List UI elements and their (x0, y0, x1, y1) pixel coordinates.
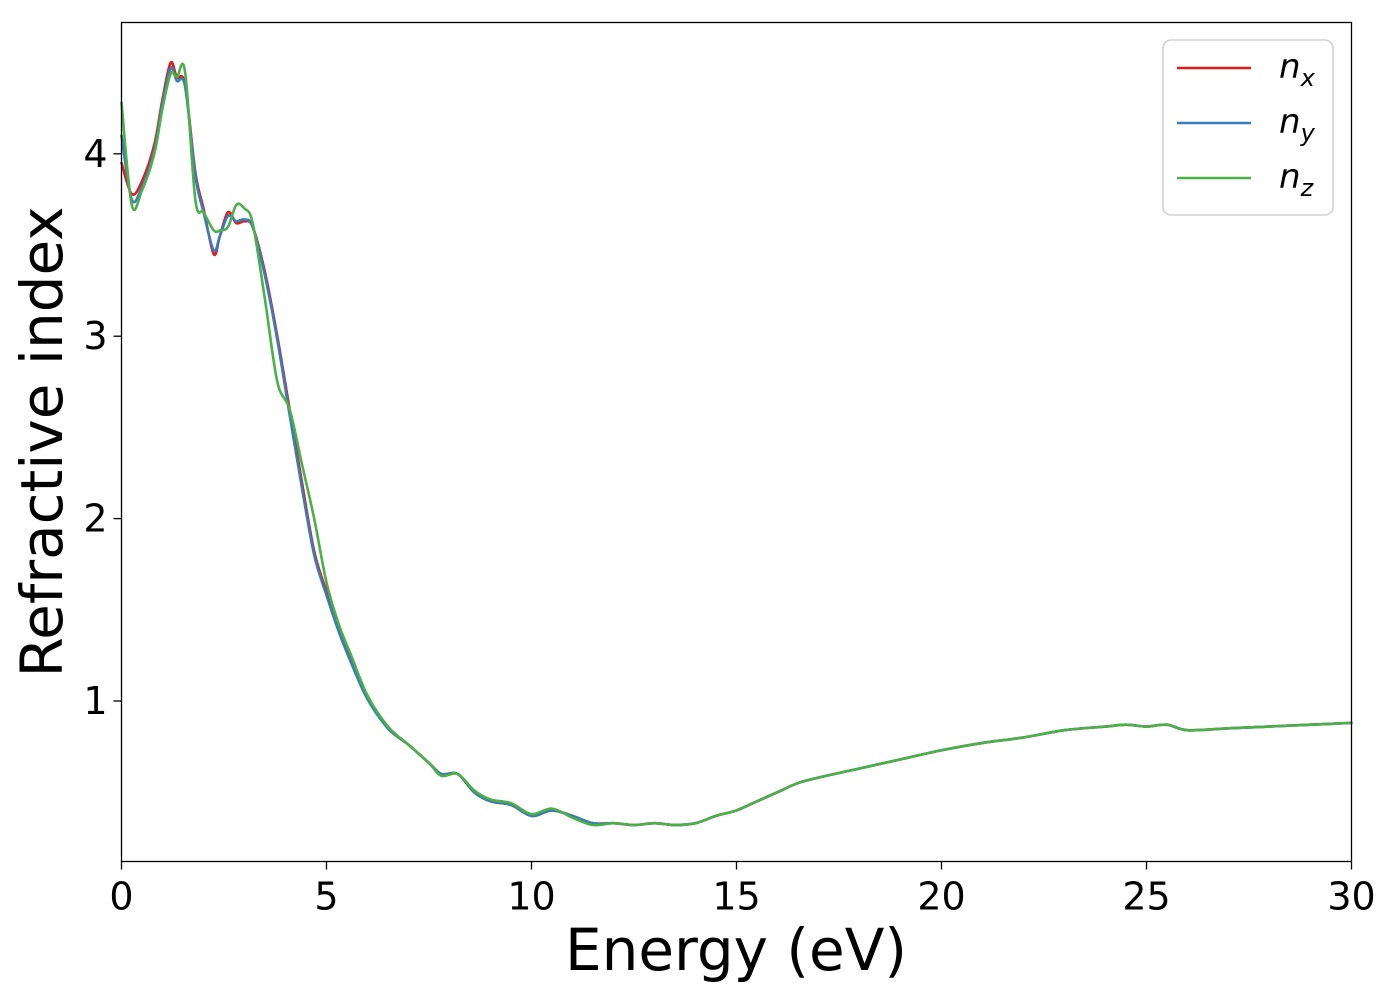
x-tick-label: 10 (507, 875, 555, 919)
x-tick-label: 0 (109, 875, 133, 919)
legend-label-x: nx (1279, 47, 1316, 92)
x-axis-ticks: 0 5 10 15 20 25 30 (109, 861, 1376, 919)
x-tick-label: 15 (712, 875, 760, 919)
y-axis-ticks: 1 2 3 4 (83, 132, 122, 723)
y-axis-label: Refractive index (8, 206, 76, 677)
y-tick-label: 1 (83, 679, 107, 723)
x-tick-label: 30 (1327, 875, 1375, 919)
plot-lines (120, 60, 1353, 827)
x-axis-label: Energy (eV) (565, 916, 907, 984)
y-tick-label: 3 (83, 314, 107, 358)
legend: nx ny nz (1162, 39, 1334, 216)
legend-label-z: nz (1279, 157, 1315, 202)
x-tick-label: 20 (917, 875, 965, 919)
legend-box (1162, 39, 1334, 216)
x-tick-label: 5 (314, 875, 338, 919)
x-tick-label: 25 (1122, 875, 1170, 919)
y-tick-label: 2 (83, 497, 107, 541)
y-tick-label: 4 (83, 132, 107, 176)
legend-label-y: ny (1279, 102, 1316, 147)
series-line-z (120, 62, 1353, 827)
